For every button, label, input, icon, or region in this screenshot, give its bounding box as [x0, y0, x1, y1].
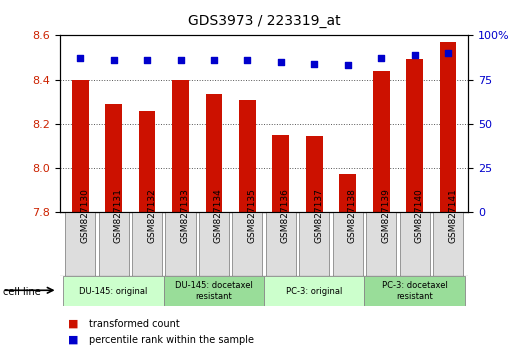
Text: GSM827132: GSM827132 [147, 188, 156, 243]
Bar [139, 111, 155, 212]
Bar [406, 59, 423, 212]
Bar [373, 71, 390, 212]
Bar [339, 174, 356, 212]
Point [243, 57, 252, 63]
FancyBboxPatch shape [264, 276, 365, 306]
Bar [172, 80, 189, 212]
Text: GSM827138: GSM827138 [348, 188, 357, 243]
FancyBboxPatch shape [99, 212, 129, 276]
FancyBboxPatch shape [165, 212, 196, 276]
FancyBboxPatch shape [299, 212, 329, 276]
Text: GSM827136: GSM827136 [281, 188, 290, 243]
Text: DU-145: original: DU-145: original [79, 287, 148, 296]
Text: GSM827134: GSM827134 [214, 188, 223, 243]
Bar [440, 42, 457, 212]
FancyBboxPatch shape [366, 212, 396, 276]
Bar [105, 104, 122, 212]
FancyBboxPatch shape [333, 212, 363, 276]
Point [444, 50, 452, 56]
Text: DU-145: docetaxel
resistant: DU-145: docetaxel resistant [175, 281, 253, 301]
FancyBboxPatch shape [65, 212, 95, 276]
FancyBboxPatch shape [266, 212, 296, 276]
Text: PC-3: docetaxel
resistant: PC-3: docetaxel resistant [382, 281, 448, 301]
Point [310, 61, 319, 67]
Text: GSM827141: GSM827141 [448, 188, 457, 243]
Text: ■: ■ [68, 319, 78, 329]
Point [210, 57, 218, 63]
Bar [206, 94, 222, 212]
Text: GSM827130: GSM827130 [80, 188, 89, 243]
Text: PC-3: original: PC-3: original [286, 287, 343, 296]
Point [109, 57, 118, 63]
FancyBboxPatch shape [63, 276, 164, 306]
FancyBboxPatch shape [433, 212, 463, 276]
Point [76, 56, 84, 61]
Point [176, 57, 185, 63]
Point [411, 52, 419, 58]
FancyBboxPatch shape [400, 212, 429, 276]
Point [277, 59, 285, 65]
Text: GDS3973 / 223319_at: GDS3973 / 223319_at [188, 14, 340, 28]
Bar [239, 99, 256, 212]
FancyBboxPatch shape [132, 212, 162, 276]
Text: GSM827140: GSM827140 [415, 188, 424, 243]
Bar [272, 135, 289, 212]
Text: cell line: cell line [3, 287, 40, 297]
FancyBboxPatch shape [365, 276, 465, 306]
Point [344, 63, 352, 68]
Bar [306, 136, 323, 212]
Text: percentile rank within the sample: percentile rank within the sample [89, 335, 254, 345]
Text: GSM827131: GSM827131 [113, 188, 123, 243]
Text: ■: ■ [68, 335, 78, 345]
Text: GSM827135: GSM827135 [247, 188, 256, 243]
Point [143, 57, 151, 63]
Bar [72, 80, 88, 212]
Text: GSM827137: GSM827137 [314, 188, 323, 243]
FancyBboxPatch shape [199, 212, 229, 276]
Text: GSM827133: GSM827133 [180, 188, 189, 243]
Point [377, 56, 385, 61]
Text: GSM827139: GSM827139 [381, 188, 390, 243]
FancyBboxPatch shape [164, 276, 264, 306]
FancyBboxPatch shape [232, 212, 263, 276]
Text: transformed count: transformed count [89, 319, 180, 329]
